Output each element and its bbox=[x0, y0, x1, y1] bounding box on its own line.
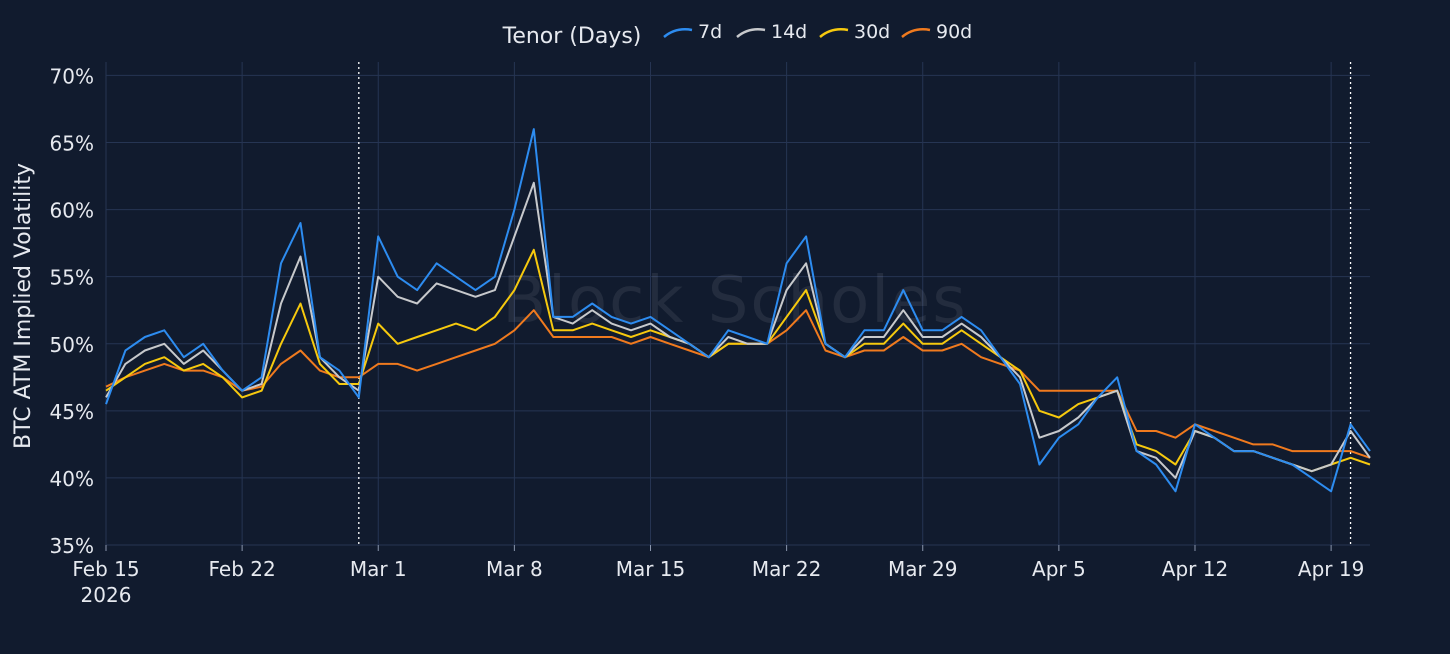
x-tick-label: Feb 22 bbox=[209, 557, 276, 581]
y-tick-label: 35% bbox=[50, 534, 94, 558]
x-tick-label: Mar 22 bbox=[752, 557, 822, 581]
y-tick-label: 70% bbox=[50, 64, 94, 88]
legend-swatch bbox=[901, 28, 931, 38]
legend-label: 14d bbox=[771, 21, 807, 43]
grid-layer bbox=[105, 62, 1370, 546]
legend-label: 30d bbox=[854, 21, 890, 43]
legend-item-14d[interactable]: 14d bbox=[736, 21, 807, 43]
y-tick-label: 65% bbox=[50, 132, 94, 156]
series-layer bbox=[105, 128, 1371, 493]
x-tick-label: Mar 15 bbox=[616, 557, 686, 581]
watermark: Block Scholes bbox=[502, 264, 967, 338]
x-tick-label: Mar 1 bbox=[350, 557, 407, 581]
x-tick-label: Mar 8 bbox=[486, 557, 543, 581]
x-tick-label: Mar 29 bbox=[888, 557, 958, 581]
legend-swatch bbox=[819, 28, 849, 38]
legend-swatch bbox=[663, 28, 693, 38]
legend-item-30d[interactable]: 30d bbox=[819, 21, 890, 43]
x-year-label: 2026 bbox=[81, 583, 132, 607]
y-tick-label: 45% bbox=[50, 400, 94, 424]
x-tick-label: Apr 5 bbox=[1032, 557, 1086, 581]
x-tick-label: Apr 12 bbox=[1162, 557, 1228, 581]
x-tick-label: Feb 15 bbox=[72, 557, 139, 581]
y-tick-label: 50% bbox=[50, 333, 94, 357]
y-axis-title: BTC ATM Implied Volatility bbox=[11, 163, 36, 449]
legend-title: Tenor (Days) bbox=[502, 24, 642, 49]
watermark-layer: Block Scholes bbox=[502, 264, 967, 338]
legend-item-7d[interactable]: 7d bbox=[663, 21, 722, 43]
y-tick-label: 55% bbox=[50, 266, 94, 290]
axis-layer: 35% 40% 45% 50% 55% 60% 65% 70% Feb 15 Feb 22 Mar … bbox=[50, 64, 1365, 607]
legend-item-90d[interactable]: 90d bbox=[901, 21, 972, 43]
series-line-30d[interactable] bbox=[105, 248, 1371, 473]
vertical-markers bbox=[358, 62, 1352, 545]
y-tick-label: 60% bbox=[50, 199, 94, 223]
x-tick-label: Apr 19 bbox=[1298, 557, 1364, 581]
y-tick-label: 40% bbox=[50, 467, 94, 491]
legend-label: 7d bbox=[698, 21, 722, 43]
legend[interactable]: Tenor (Days) 7d 14d 30d 90d bbox=[502, 21, 973, 49]
legend-swatch bbox=[736, 28, 766, 38]
series-line-7d[interactable] bbox=[105, 128, 1371, 493]
legend-label: 90d bbox=[936, 21, 972, 43]
